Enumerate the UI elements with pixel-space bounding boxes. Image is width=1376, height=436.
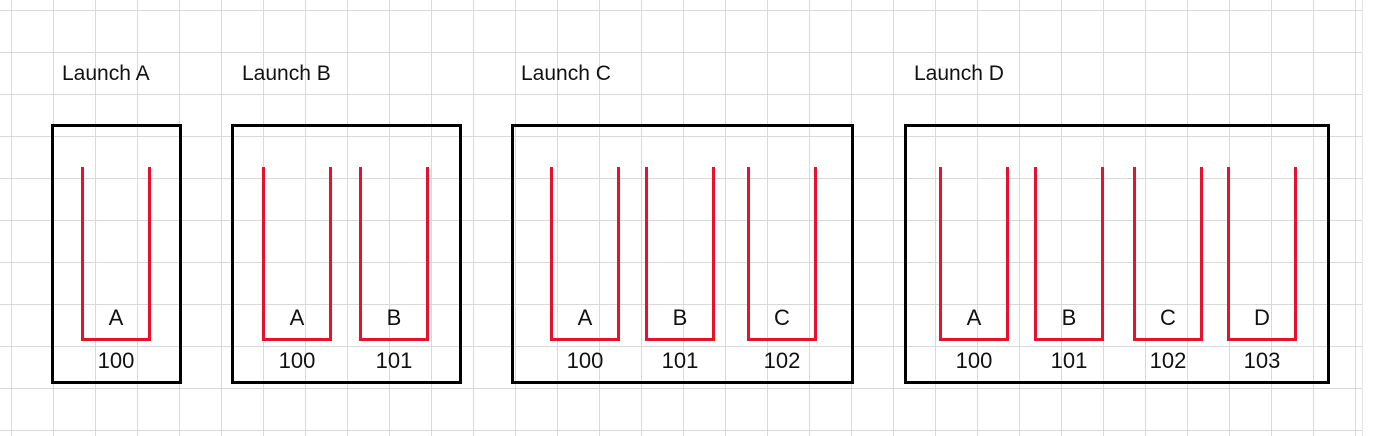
slot-number: 101 — [1050, 348, 1088, 373]
slot-letter: C — [774, 305, 790, 330]
slot-number: 102 — [1149, 348, 1187, 373]
slot-a-launch-c: A — [550, 167, 620, 341]
slot-b-launch-b: B — [359, 167, 429, 341]
slot-a-launch-b: A — [262, 167, 332, 341]
slot-number: 100 — [278, 348, 316, 373]
slot-number: 101 — [661, 348, 699, 373]
launch-b-box — [231, 124, 462, 384]
slot-c-launch-c: C — [747, 167, 817, 341]
slot-letter: A — [966, 305, 982, 330]
launch-d-box — [904, 124, 1330, 384]
scrollbar-gutter — [1362, 0, 1376, 436]
slot-number: 100 — [955, 348, 993, 373]
launch-c-title: Launch C — [521, 62, 611, 85]
slot-b-launch-c: B — [645, 167, 715, 341]
slot-number: 100 — [566, 348, 604, 373]
slot-c-launch-d: C — [1133, 167, 1203, 341]
slot-number: 103 — [1243, 348, 1281, 373]
slot-a-launch-a: A — [81, 167, 151, 341]
slot-b-launch-d: B — [1034, 167, 1104, 341]
launch-b-title: Launch B — [242, 62, 331, 85]
launch-a-title: Launch A — [62, 62, 150, 85]
slot-letter: B — [1061, 305, 1077, 330]
slot-letter: D — [1254, 305, 1270, 330]
slot-letter: B — [386, 305, 402, 330]
slot-number: 100 — [97, 348, 135, 373]
slot-letter: C — [1160, 305, 1176, 330]
slot-d-launch-d: D — [1227, 167, 1297, 341]
slot-letter: A — [108, 305, 124, 330]
slot-number: 102 — [763, 348, 801, 373]
slot-letter: A — [577, 305, 593, 330]
slot-letter: A — [289, 305, 305, 330]
slot-a-launch-d: A — [939, 167, 1009, 341]
launch-d-title: Launch D — [914, 62, 1004, 85]
slot-letter: B — [672, 305, 688, 330]
launch-a-box — [51, 124, 182, 384]
launch-c-box — [511, 124, 854, 384]
slot-number: 101 — [375, 348, 413, 373]
